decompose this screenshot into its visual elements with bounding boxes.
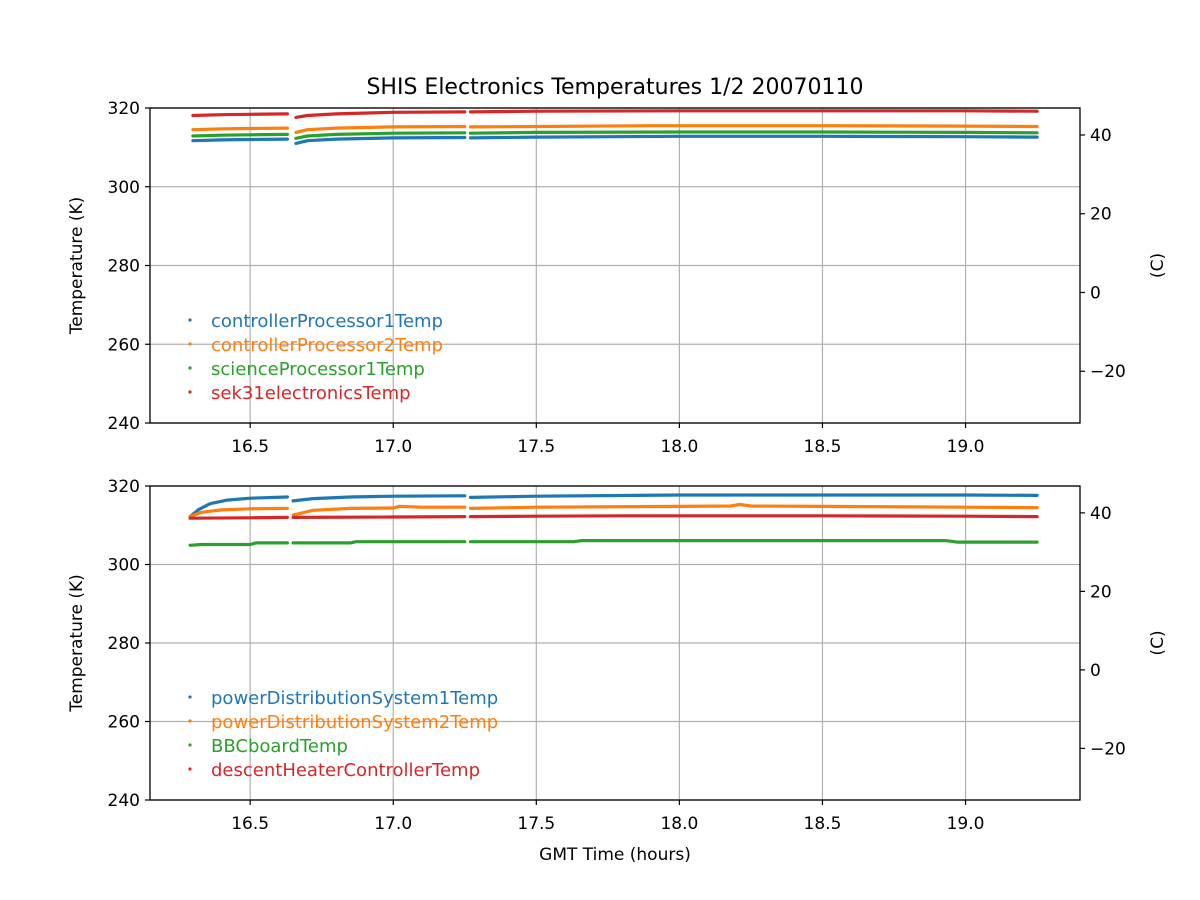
series-line-sek31electronicsTemp — [294, 110, 467, 119]
y-tick-label: 240 — [108, 414, 140, 434]
series-line-scienceProcessor1Temp — [294, 131, 467, 140]
series-line-BBCboardTemp — [188, 541, 289, 547]
series-line-descentHeaterControllerTemp — [291, 515, 467, 519]
legend-entry: descentHeaterControllerTemp — [211, 760, 480, 781]
series-line-BBCboardTemp — [291, 540, 467, 545]
y2-axis-label: (C) — [1148, 630, 1168, 655]
y-axis-label: Temperature (K) — [67, 197, 87, 336]
y-axis-label: Temperature (K) — [67, 574, 87, 713]
series-line-descentHeaterControllerTemp — [468, 514, 1039, 519]
y-tick-label: 320 — [108, 477, 140, 497]
series-line-sek31electronicsTemp — [468, 109, 1039, 114]
x-tick-label: 17.5 — [517, 814, 555, 834]
y-tick-label: 280 — [108, 634, 140, 654]
series-line-powerDistributionSystem1Temp — [291, 494, 467, 503]
y-tick-label: 300 — [108, 556, 140, 576]
series-line-scienceProcessor1Temp — [468, 130, 1039, 135]
legend-marker-powerDistributionSystem1Temp — [188, 695, 192, 699]
x-tick-label: 19.0 — [947, 437, 985, 457]
chart-title: SHIS Electronics Temperatures 1/2 200701… — [366, 75, 863, 100]
series-line-controllerProcessor2Temp — [468, 124, 1039, 129]
series-line-controllerProcessor1Temp — [191, 137, 289, 143]
y-tick-label: 280 — [108, 257, 140, 277]
y2-tick-label: 0 — [1090, 661, 1101, 681]
series-line-powerDistributionSystem1Temp — [468, 493, 1039, 499]
legend-marker-BBCboardTemp — [188, 743, 192, 747]
legend-marker-powerDistributionSystem2Temp — [188, 719, 192, 723]
legend-marker-controllerProcessor1Temp — [188, 318, 192, 322]
series-line-controllerProcessor2Temp — [191, 126, 289, 132]
legend-entry: scienceProcessor1Temp — [211, 359, 425, 380]
y-tick-label: 320 — [108, 99, 140, 119]
x-tick-label: 19.0 — [947, 814, 985, 834]
y2-tick-label: 40 — [1090, 504, 1112, 524]
series-line-scienceProcessor1Temp — [191, 132, 289, 138]
series-line-powerDistributionSystem2Temp — [291, 504, 467, 517]
legend-marker-controllerProcessor2Temp — [188, 342, 192, 346]
x-axis-label: GMT Time (hours) — [539, 845, 691, 865]
series-line-powerDistributionSystem1Temp — [188, 495, 289, 519]
x-tick-label: 17.5 — [517, 437, 555, 457]
x-tick-label: 17.0 — [374, 437, 412, 457]
x-tick-label: 18.0 — [660, 814, 698, 834]
x-tick-label: 17.0 — [374, 814, 412, 834]
y-tick-label: 260 — [108, 713, 140, 733]
y-tick-label: 300 — [108, 178, 140, 198]
x-tick-label: 18.0 — [660, 437, 698, 457]
y2-tick-label: 0 — [1090, 283, 1101, 303]
y2-tick-label: −20 — [1090, 739, 1126, 759]
legend-entry: controllerProcessor1Temp — [211, 311, 443, 332]
y2-tick-label: 20 — [1090, 205, 1112, 225]
series-line-descentHeaterControllerTemp — [188, 515, 289, 520]
legend-entry: controllerProcessor2Temp — [211, 335, 443, 356]
bottom-panel: 16.5 17.0 17.5 18.0 18.5 19.0 240 260 280 300 320 −… — [67, 477, 1168, 834]
y2-axis-label: (C) — [1148, 253, 1168, 278]
top-panel: 16.5 17.0 17.5 18.0 18.5 19.0 240 260 280 300 320 −… — [67, 99, 1168, 457]
x-tick-label: 16.5 — [231, 814, 269, 834]
series-line-sek31electronicsTemp — [191, 112, 289, 118]
x-tick-label: 18.5 — [804, 814, 842, 834]
y2-tick-label: 20 — [1090, 582, 1112, 602]
legend-marker-scienceProcessor1Temp — [188, 366, 192, 370]
x-tick-label: 16.5 — [231, 437, 269, 457]
legend-marker-sek31electronicsTemp — [188, 390, 192, 394]
legend-entry: powerDistributionSystem2Temp — [211, 712, 498, 733]
y2-tick-label: −20 — [1090, 362, 1126, 382]
legend-marker-descentHeaterControllerTemp — [188, 767, 192, 771]
legend-entry: BBCboardTemp — [211, 736, 348, 757]
series-line-powerDistributionSystem2Temp — [468, 502, 1039, 510]
series-line-controllerProcessor1Temp — [294, 135, 467, 145]
legend-entry: sek31electronicsTemp — [211, 383, 411, 404]
legend-entry: powerDistributionSystem1Temp — [211, 688, 498, 709]
x-tick-label: 18.5 — [804, 437, 842, 457]
y2-tick-label: 40 — [1090, 126, 1112, 146]
y-tick-label: 260 — [108, 335, 140, 355]
series-line-powerDistributionSystem2Temp — [188, 506, 289, 519]
series-line-controllerProcessor1Temp — [468, 134, 1039, 140]
series-line-controllerProcessor2Temp — [294, 124, 467, 134]
y-tick-label: 240 — [108, 791, 140, 811]
series-line-BBCboardTemp — [468, 539, 1039, 544]
